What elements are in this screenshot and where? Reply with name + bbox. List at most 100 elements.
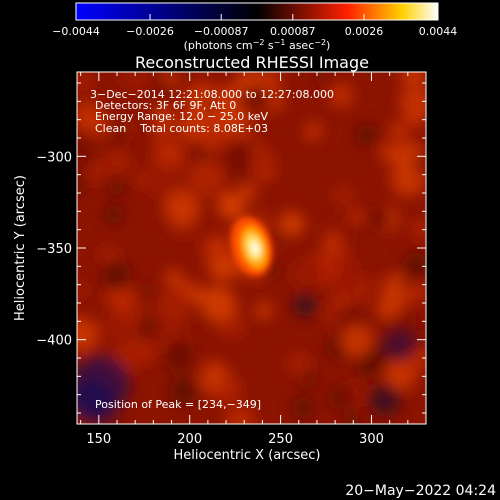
y-tick-label: −300 xyxy=(36,150,72,165)
heatmap-blob xyxy=(213,84,249,120)
heatmap-blob xyxy=(412,157,426,173)
colorbar-tick-label: −0.0026 xyxy=(126,25,174,38)
heatmap-blob xyxy=(240,85,270,114)
heatmap-blob xyxy=(314,72,332,86)
heatmap-blob xyxy=(200,285,236,321)
heatmap-blob xyxy=(291,397,314,420)
heatmap-blob xyxy=(343,412,361,424)
heatmap-blob xyxy=(106,123,130,147)
colorbar xyxy=(75,2,439,21)
timestamp: 20−May−2022 04:24 xyxy=(345,483,496,499)
heatmap-image xyxy=(77,72,426,424)
negative-region xyxy=(77,378,114,422)
heatmap-blob xyxy=(146,163,183,200)
heatmap-blob xyxy=(103,204,124,225)
heatmap-blob xyxy=(77,281,87,299)
heatmap-blob xyxy=(327,385,353,410)
y-tick-label: −350 xyxy=(36,242,72,257)
heatmap-blob xyxy=(187,158,225,196)
negative-region xyxy=(293,293,317,317)
heatmap-blob xyxy=(93,120,110,137)
x-tick-label: 300 xyxy=(359,432,384,447)
peak-position-label: Position of Peak = [234,−349] xyxy=(95,398,261,411)
heatmap-blob xyxy=(368,206,392,230)
heatmap-blob xyxy=(77,72,92,90)
x-tick-label: 200 xyxy=(177,432,202,447)
heatmap-blob xyxy=(213,375,241,403)
heatmap-blob xyxy=(408,281,426,302)
heatmap-blob xyxy=(77,133,97,171)
heatmap-blob xyxy=(303,121,323,141)
heatmap-blob xyxy=(255,302,273,319)
heatmap-blob xyxy=(222,196,240,214)
colorbar-tick-label: 0.00087 xyxy=(270,25,316,38)
heatmap-blob xyxy=(169,377,198,406)
y-axis-label: Heliocentric Y (arcsec) xyxy=(13,175,28,321)
heatmap-blob xyxy=(389,121,408,141)
heatmap-blob xyxy=(279,211,305,237)
heatmap-blob xyxy=(164,269,183,287)
negative-region xyxy=(369,384,401,416)
heatmap-blob xyxy=(286,351,311,377)
heatmap-blob xyxy=(164,190,201,226)
heatmap-blob xyxy=(225,114,252,140)
heatmap-blob xyxy=(191,92,209,110)
heatmap-blob xyxy=(332,185,355,207)
heatmap-blob xyxy=(134,171,150,187)
heatmap-blob xyxy=(239,183,256,200)
heatmap-blob xyxy=(266,92,285,111)
axis-ticks: 150 200 250 300 −300 −350 −400 xyxy=(36,72,427,447)
heatmap-blob xyxy=(203,233,233,264)
heatmap-blob xyxy=(222,144,256,177)
x-axis-label: Heliocentric X (arcsec) xyxy=(174,448,321,463)
heatmap-blob xyxy=(411,219,426,239)
heatmap-blob xyxy=(249,146,276,173)
heatmap-blob xyxy=(401,252,426,283)
heatmap-blob xyxy=(156,287,193,324)
heatmap-blob xyxy=(329,83,354,108)
chart-title: Reconstructed RHESSI Image xyxy=(135,53,369,72)
y-tick-label: −400 xyxy=(36,334,72,349)
x-tick-label: 250 xyxy=(268,432,293,447)
heatmap-blob xyxy=(152,121,171,140)
heatmap-blob xyxy=(290,258,323,291)
heatmap-blob xyxy=(197,121,228,152)
heatmap-blob xyxy=(77,317,99,353)
heatmap-blob xyxy=(410,72,426,82)
heatmap-blob xyxy=(142,344,160,363)
heatmap-blob xyxy=(102,261,132,291)
annotation-energy: Energy Range: 12.0 − 25.0 keV xyxy=(95,110,269,123)
source-peak xyxy=(250,241,260,256)
heatmap-blob xyxy=(376,297,400,320)
colorbar-tick-label: 0.0026 xyxy=(345,25,384,38)
annotation-detectors: Detectors: 3F 6F 9F, Att 0 xyxy=(95,99,236,112)
heatmap-blob xyxy=(139,281,157,299)
heatmap-blob xyxy=(100,319,122,340)
heatmap-blob xyxy=(139,320,156,337)
heatmap-blob xyxy=(164,341,197,374)
heatmap-blob xyxy=(105,148,132,174)
x-tick-label: 150 xyxy=(86,432,111,447)
heatmap-blob xyxy=(77,172,89,194)
annotation-clean: Clean Total counts: 8.08E+03 xyxy=(95,122,268,135)
heatmap-blob xyxy=(108,179,125,196)
colorbar-unit-label: (photons cm−2 s−1 asec−2) xyxy=(184,38,331,53)
colorbar-tick-label: 0.0044 xyxy=(419,25,458,38)
colorbar-ticks: −0.0044 −0.0026 −0.00087 0.00087 0.0026 0.004… xyxy=(52,14,457,38)
heatmap-blob xyxy=(377,318,393,334)
annotation-time: 3−Dec−2014 12:21:08.000 to 12:27:08.000 xyxy=(90,88,334,101)
heatmap-blob xyxy=(153,139,186,172)
heatmap-blob xyxy=(98,245,119,265)
heatmap-blob xyxy=(259,72,282,92)
heatmap-blob xyxy=(399,84,426,119)
heatmap-blob xyxy=(349,209,366,226)
heatmap-blob xyxy=(340,324,374,358)
heatmap-blob xyxy=(225,405,255,424)
heatmap-blob xyxy=(379,143,398,162)
heatmap-blob xyxy=(150,78,174,102)
colorbar-tick-label: −0.00087 xyxy=(194,25,249,38)
colorbar-tick-label: −0.0044 xyxy=(52,25,100,38)
heatmap-blob xyxy=(118,72,153,91)
negative-region xyxy=(384,329,416,361)
